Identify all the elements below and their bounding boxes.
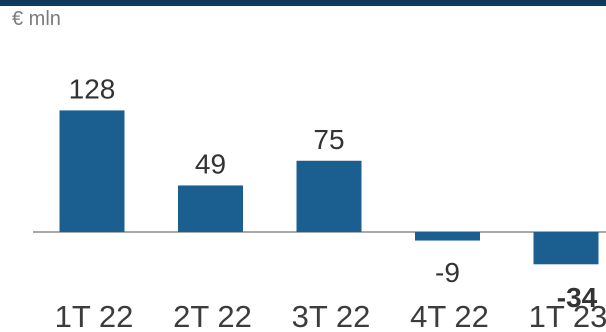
data-label-4: -34 [557,282,598,313]
category-label-3: 4T 22 [410,299,489,332]
category-label-2: 3T 22 [292,299,371,332]
data-label-2: 75 [313,124,344,155]
bar-2 [296,160,362,232]
category-label-1: 2T 22 [173,299,252,332]
category-label-4: 1T 23 [529,299,606,332]
unit-label: € mln [12,8,61,30]
data-label-0: 128 [69,73,116,104]
data-label-3: -9 [435,257,460,288]
top-band [0,0,606,6]
bar-3 [415,232,480,241]
bar-4 [533,232,599,265]
bar-0 [59,110,125,232]
category-label-0: 1T 22 [55,299,134,332]
bar-1 [178,185,243,232]
data-label-1: 49 [195,148,226,179]
